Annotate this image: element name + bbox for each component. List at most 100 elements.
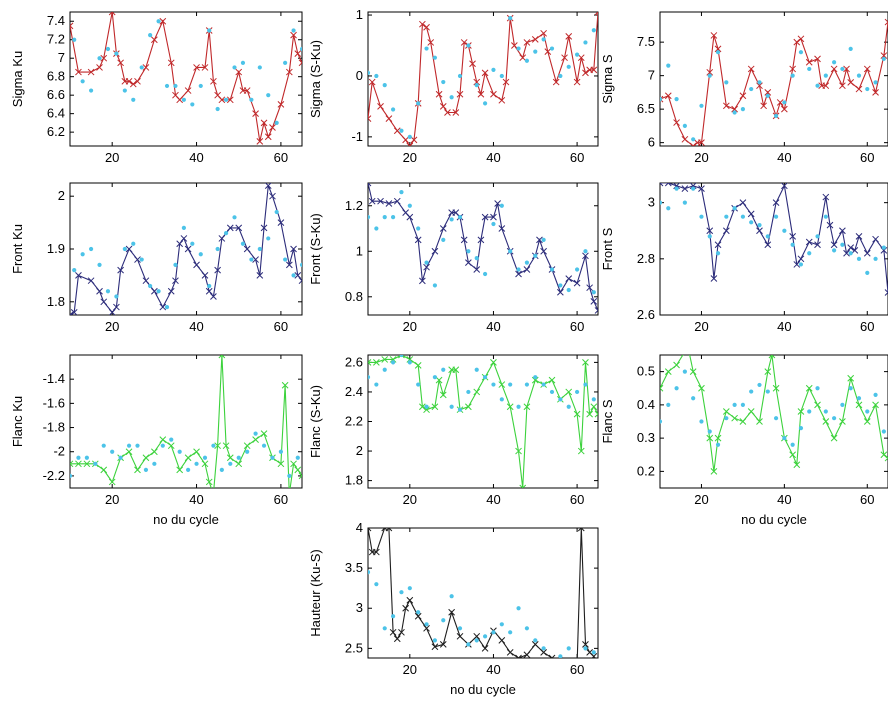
x-marker bbox=[540, 649, 547, 656]
x-marker bbox=[125, 77, 133, 85]
x-marker bbox=[557, 660, 563, 666]
y-axis-label: Front Ku bbox=[10, 224, 25, 274]
observed-point bbox=[482, 375, 488, 380]
x-marker bbox=[781, 105, 788, 113]
y-axis-label: Sigma S bbox=[600, 54, 615, 103]
x-marker bbox=[373, 359, 380, 366]
x-marker bbox=[565, 275, 573, 282]
x-marker bbox=[70, 22, 74, 30]
observed-point bbox=[583, 40, 588, 45]
y-tick-label: 2.2 bbox=[345, 414, 363, 429]
observed-point bbox=[873, 80, 878, 85]
observed-point bbox=[72, 37, 77, 42]
observed-point bbox=[164, 83, 170, 89]
observed-point bbox=[457, 407, 463, 412]
observed-point bbox=[790, 73, 795, 78]
x-marker bbox=[243, 87, 251, 94]
x-marker bbox=[448, 608, 455, 616]
x-marker bbox=[673, 183, 680, 190]
observed-point bbox=[291, 273, 296, 278]
observed-point bbox=[160, 443, 165, 448]
x-marker bbox=[681, 185, 689, 192]
x-marker bbox=[681, 135, 689, 143]
observed-point bbox=[219, 467, 224, 472]
x-marker bbox=[561, 54, 568, 62]
observed-point bbox=[368, 70, 371, 76]
observed-point bbox=[261, 443, 267, 448]
x-marker bbox=[710, 32, 718, 39]
x-tick-label: 20 bbox=[694, 492, 708, 507]
observed-point bbox=[558, 654, 563, 658]
observed-point bbox=[131, 241, 136, 246]
x-marker bbox=[167, 287, 175, 295]
x-marker bbox=[108, 478, 116, 486]
x-marker bbox=[660, 183, 664, 187]
x-marker bbox=[151, 36, 158, 44]
observed-point bbox=[558, 397, 563, 402]
x-marker bbox=[498, 636, 506, 644]
observed-point bbox=[732, 206, 737, 211]
observed-point bbox=[499, 397, 504, 402]
observed-point bbox=[740, 107, 746, 112]
observed-point bbox=[524, 626, 530, 631]
series-line bbox=[660, 355, 888, 472]
observed-point bbox=[848, 386, 853, 391]
observed-point bbox=[541, 646, 546, 651]
observed-point bbox=[749, 220, 754, 225]
observed-point bbox=[549, 46, 555, 51]
observed-point bbox=[270, 455, 275, 460]
observed-point bbox=[249, 97, 254, 102]
observed-point bbox=[432, 638, 438, 643]
x-marker bbox=[731, 414, 738, 422]
y-tick-label: 7.4 bbox=[47, 13, 65, 28]
observed-point bbox=[707, 234, 712, 239]
observed-point bbox=[749, 389, 754, 394]
x-marker bbox=[747, 408, 755, 415]
x-marker bbox=[686, 355, 692, 356]
x-tick-label: 60 bbox=[570, 662, 584, 677]
observed-point bbox=[374, 73, 379, 79]
observed-point bbox=[399, 128, 404, 133]
observed-point bbox=[699, 214, 704, 219]
observed-point bbox=[566, 287, 571, 293]
x-marker bbox=[439, 391, 447, 399]
x-marker bbox=[256, 272, 264, 279]
x-marker bbox=[393, 635, 401, 643]
x-marker bbox=[544, 48, 552, 55]
observed-point bbox=[432, 55, 438, 60]
x-marker bbox=[108, 12, 116, 16]
x-marker bbox=[100, 466, 108, 474]
x-tick-label: 60 bbox=[570, 319, 584, 334]
x-marker bbox=[193, 448, 200, 456]
x-marker bbox=[290, 460, 297, 468]
x-marker bbox=[117, 59, 124, 67]
observed-point bbox=[466, 642, 471, 647]
observed-point bbox=[541, 237, 546, 242]
x-marker bbox=[843, 249, 850, 257]
x-marker bbox=[577, 54, 585, 62]
x-marker bbox=[125, 448, 133, 456]
y-tick-label: -1 bbox=[351, 129, 363, 144]
panel-sigma-ku: 20 40 60 6.2 6.4 6.6 6.8 7 7.2 7.4 Sigma Ku bbox=[10, 11, 303, 165]
observed-point bbox=[798, 426, 804, 431]
observed-point bbox=[491, 382, 496, 387]
x-marker bbox=[142, 277, 150, 285]
observed-point bbox=[591, 290, 596, 295]
y-tick-label: 2.8 bbox=[637, 251, 655, 266]
observed-point bbox=[566, 64, 571, 69]
x-tick-label: 20 bbox=[403, 150, 417, 165]
x-marker bbox=[423, 406, 430, 414]
observed-point bbox=[740, 402, 746, 407]
observed-point bbox=[156, 289, 161, 294]
observed-point bbox=[574, 52, 580, 57]
y-tick-label: 2 bbox=[58, 188, 65, 203]
observed-point bbox=[416, 610, 421, 615]
y-tick-label: 1 bbox=[356, 243, 363, 258]
x-marker bbox=[368, 78, 376, 86]
x-marker bbox=[739, 418, 747, 425]
x-marker bbox=[134, 256, 141, 263]
x-marker bbox=[473, 632, 481, 640]
observed-point bbox=[832, 60, 837, 65]
x-marker bbox=[884, 289, 888, 296]
observed-point bbox=[84, 455, 89, 460]
